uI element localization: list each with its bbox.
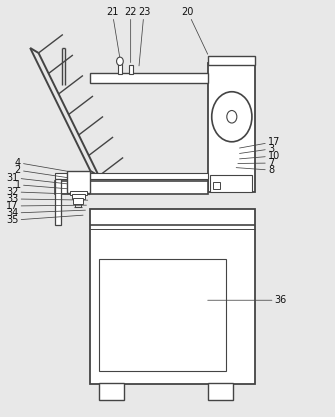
Text: 35: 35 [6, 215, 83, 225]
Bar [99, 259, 226, 371]
Text: 7: 7 [238, 158, 274, 168]
Text: 4: 4 [15, 158, 90, 175]
Text: 3: 3 [240, 144, 274, 154]
Text: 17: 17 [240, 137, 280, 148]
Text: 20: 20 [182, 7, 208, 54]
Text: 34: 34 [6, 208, 85, 218]
Circle shape [212, 92, 252, 142]
Text: 21: 21 [106, 7, 121, 63]
Bar [99, 383, 124, 400]
Text: 17: 17 [6, 201, 86, 211]
Bar [90, 208, 255, 384]
Text: 23: 23 [138, 7, 150, 66]
Bar [210, 175, 252, 192]
Bar [72, 194, 85, 199]
Bar [55, 179, 61, 225]
Text: 32: 32 [6, 187, 90, 197]
Bar [70, 191, 87, 195]
Bar [55, 173, 208, 179]
Text: 8: 8 [236, 165, 274, 175]
Bar [90, 73, 208, 83]
Text: 36: 36 [208, 295, 287, 305]
Text: 10: 10 [240, 151, 280, 161]
Circle shape [227, 111, 237, 123]
Bar [118, 63, 122, 74]
Circle shape [117, 57, 123, 65]
Bar [213, 182, 220, 189]
Bar [208, 56, 255, 65]
Bar [129, 65, 133, 74]
Text: 31: 31 [6, 173, 90, 186]
Text: 22: 22 [124, 7, 137, 63]
Bar [208, 63, 255, 192]
Bar [55, 181, 208, 194]
Text: 1: 1 [15, 180, 90, 191]
Text: 2: 2 [14, 165, 90, 181]
Text: 33: 33 [6, 194, 88, 204]
Bar [73, 198, 83, 204]
Bar [67, 171, 90, 193]
Bar [208, 383, 233, 400]
